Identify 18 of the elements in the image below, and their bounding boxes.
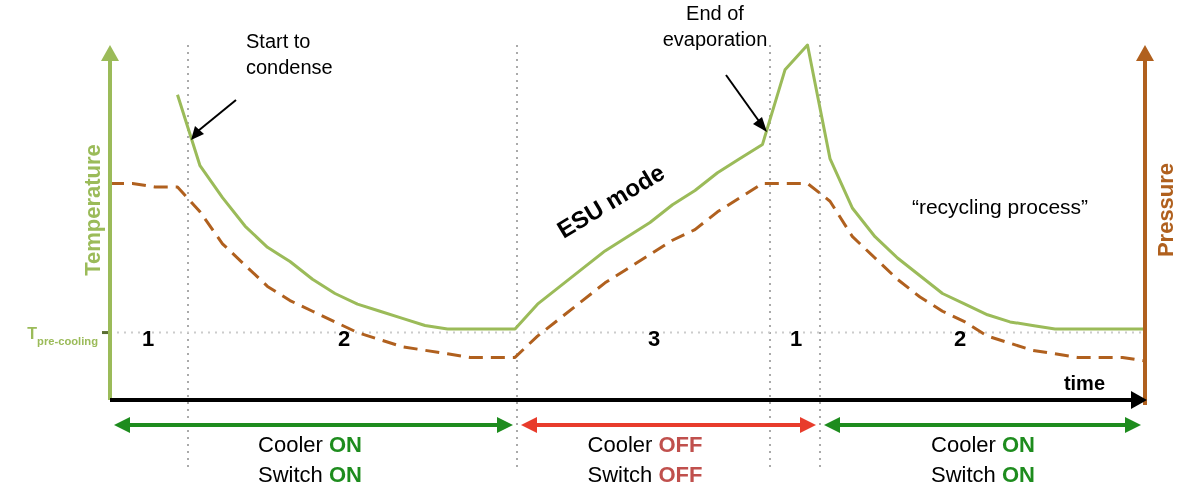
text: Switch ON [931,462,1035,487]
annotation: Start to condense [246,30,333,78]
y2-axis-title: Pressure [1153,162,1178,258]
ref-line-label: T$_{pre-cooling}$ [27,324,99,347]
annotation: 2 [337,326,351,351]
annotation: 2 [953,326,967,351]
text: Switch ON [258,462,362,487]
y-axis-title: Temperature [80,144,105,276]
annotation: End of evaporation [662,2,768,50]
annotation: 1 [141,326,155,351]
annotation: “recycling process” [911,195,1089,218]
text: Cooler ON [258,432,362,457]
text: Switch OFF [587,462,703,487]
annotation: 3 [647,326,661,351]
text: Cooler ON [931,432,1035,457]
annotation: 1 [789,326,803,351]
text: Cooler OFF [587,432,703,457]
x-axis-title: time [1063,372,1105,394]
